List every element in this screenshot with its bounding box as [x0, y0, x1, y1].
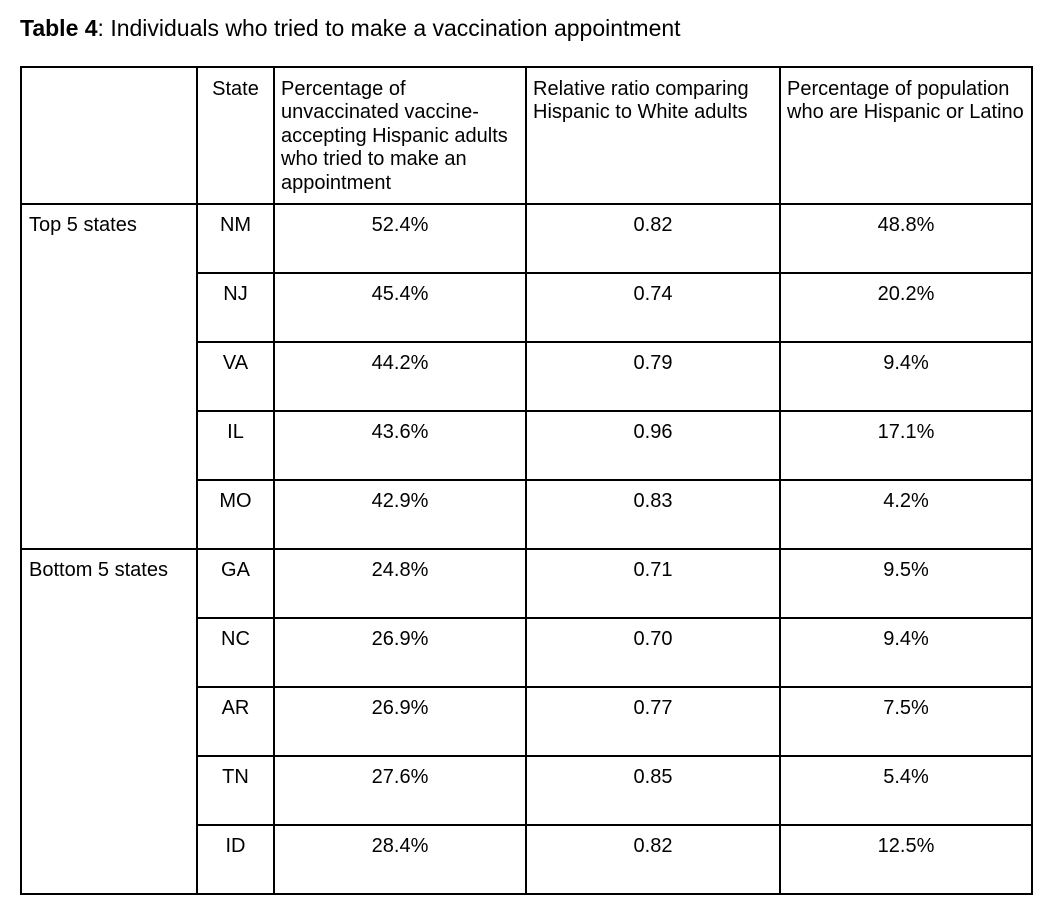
- pct-tried-cell: 24.8%: [273, 548, 527, 619]
- pct-population-cell: 7.5%: [779, 686, 1033, 757]
- pct-population-cell: 17.1%: [779, 410, 1033, 481]
- pct-population-cell: 9.4%: [779, 617, 1033, 688]
- relative-ratio-cell: 0.70: [525, 617, 781, 688]
- table-row: MO 42.9% 0.83 4.2%: [21, 479, 1033, 550]
- relative-ratio-cell: 0.77: [525, 686, 781, 757]
- header-group-empty: [20, 66, 198, 205]
- header-pct-population: Percentage of population who are Hispani…: [779, 66, 1033, 205]
- table-caption-number: Table 4: [20, 15, 98, 41]
- table-row: IL 43.6% 0.96 17.1%: [21, 410, 1033, 481]
- pct-population-cell: 5.4%: [779, 755, 1033, 826]
- table-header-row: State Percentage of unvaccinated vaccine…: [20, 66, 1033, 205]
- pct-tried-cell: 26.9%: [273, 617, 527, 688]
- table-caption: Table 4: Individuals who tried to make a…: [20, 13, 1064, 43]
- relative-ratio-cell: 0.79: [525, 341, 781, 412]
- pct-tried-cell: 45.4%: [273, 272, 527, 343]
- pct-population-cell: 4.2%: [779, 479, 1033, 550]
- table-row: Bottom 5 states GA 24.8% 0.71 9.5%: [20, 548, 1033, 895]
- table-row: Top 5 states NM 52.4% 0.82 48.8%: [20, 203, 1033, 550]
- state-cell: IL: [196, 410, 275, 481]
- state-cell: NM: [196, 203, 275, 274]
- state-cell: MO: [196, 479, 275, 550]
- pct-tried-cell: 44.2%: [273, 341, 527, 412]
- state-cell: NC: [196, 617, 275, 688]
- table-row: VA 44.2% 0.79 9.4%: [21, 341, 1033, 412]
- relative-ratio-cell: 0.82: [525, 203, 781, 274]
- state-cell: NJ: [196, 272, 275, 343]
- group-cell-bottom5: Bottom 5 states: [20, 548, 198, 895]
- header-relative-ratio: Relative ratio comparing Hispanic to Whi…: [525, 66, 781, 205]
- relative-ratio-cell: 0.83: [525, 479, 781, 550]
- relative-ratio-cell: 0.74: [525, 272, 781, 343]
- pct-population-cell: 48.8%: [779, 203, 1033, 274]
- relative-ratio-cell: 0.71: [525, 548, 781, 619]
- pct-tried-cell: 42.9%: [273, 479, 527, 550]
- table-caption-title: : Individuals who tried to make a vaccin…: [97, 15, 681, 41]
- state-cell: VA: [196, 341, 275, 412]
- state-cell: ID: [196, 824, 275, 895]
- state-cell: GA: [196, 548, 275, 619]
- pct-population-cell: 9.5%: [779, 548, 1033, 619]
- table-row: ID 28.4% 0.82 12.5%: [21, 824, 1033, 895]
- pct-tried-cell: 27.6%: [273, 755, 527, 826]
- state-cell: TN: [196, 755, 275, 826]
- relative-ratio-cell: 0.85: [525, 755, 781, 826]
- relative-ratio-cell: 0.82: [525, 824, 781, 895]
- table-row: TN 27.6% 0.85 5.4%: [21, 755, 1033, 826]
- pct-population-cell: 20.2%: [779, 272, 1033, 343]
- state-cell: AR: [196, 686, 275, 757]
- pct-population-cell: 12.5%: [779, 824, 1033, 895]
- vaccination-appointment-table: State Percentage of unvaccinated vaccine…: [20, 66, 1033, 895]
- pct-tried-cell: 43.6%: [273, 410, 527, 481]
- relative-ratio-cell: 0.96: [525, 410, 781, 481]
- group-cell-top5: Top 5 states: [20, 203, 198, 550]
- pct-tried-cell: 28.4%: [273, 824, 527, 895]
- pct-tried-cell: 52.4%: [273, 203, 527, 274]
- header-pct-tried: Percentage of unvaccinated vaccine- acce…: [273, 66, 527, 205]
- pct-population-cell: 9.4%: [779, 341, 1033, 412]
- header-state: State: [196, 66, 275, 205]
- table-row: NJ 45.4% 0.74 20.2%: [21, 272, 1033, 343]
- pct-tried-cell: 26.9%: [273, 686, 527, 757]
- table-row: AR 26.9% 0.77 7.5%: [21, 686, 1033, 757]
- table-row: NC 26.9% 0.70 9.4%: [21, 617, 1033, 688]
